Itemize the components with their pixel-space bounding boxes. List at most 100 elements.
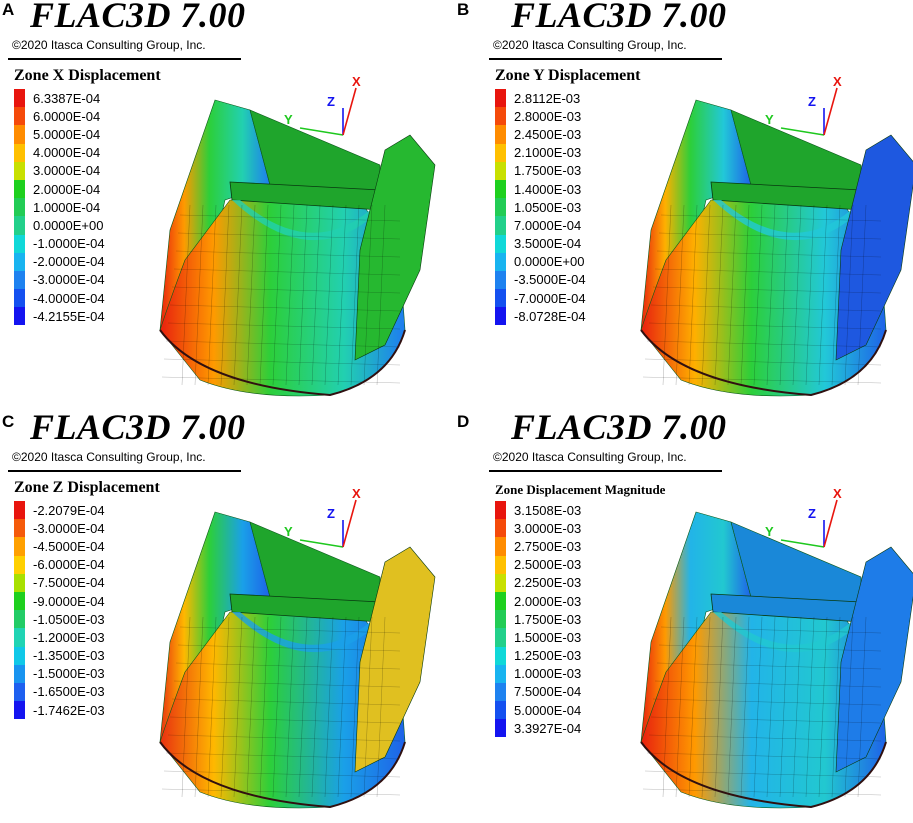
mesh-line (644, 358, 882, 366)
mesh-line (675, 616, 685, 798)
mesh-line (818, 616, 828, 798)
legend-entry: 1.7500E-03 (495, 610, 581, 629)
legend-value: 1.5000E-03 (514, 629, 582, 645)
legend-swatch (495, 682, 506, 702)
legend-swatch (14, 555, 25, 574)
legend-swatch (14, 573, 25, 592)
mesh-line (376, 616, 386, 798)
legend-entry: 2.2500E-03 (495, 573, 581, 592)
legend-value: -9.0000E-04 (33, 593, 105, 609)
legend-swatch (14, 628, 25, 647)
legend-swatch (14, 252, 25, 271)
mesh-line (727, 616, 737, 798)
mesh-line (714, 616, 724, 798)
mesh-line (662, 204, 672, 386)
model-arch (713, 200, 861, 241)
legend-swatch (495, 555, 506, 574)
legend-entry: -6.0000E-04 (14, 555, 105, 574)
legend-value: -2.2079E-04 (33, 502, 105, 518)
mesh-line (650, 304, 882, 312)
legend-entry: -3.0000E-04 (14, 270, 105, 290)
mesh-line (233, 616, 243, 798)
mesh-line (181, 204, 191, 386)
mesh-line (656, 250, 882, 258)
legend-value: -1.7462E-03 (33, 702, 105, 718)
legend-value: 3.0000E-04 (33, 163, 101, 179)
legend-entry: 0.0000E+00 (14, 216, 105, 235)
legend-swatch (14, 216, 25, 235)
legend-value: 1.7500E-03 (514, 163, 582, 179)
legend-swatch (495, 537, 506, 556)
mesh-line (285, 616, 295, 798)
model-right-wall (354, 134, 436, 361)
mesh-line (805, 204, 815, 386)
mesh-line (701, 616, 711, 798)
mesh-line (167, 322, 401, 330)
legend-entry: 7.5000E-04 (495, 682, 582, 702)
mesh-line (648, 322, 882, 330)
mesh-line (857, 204, 867, 386)
legend-value: -6.0000E-04 (33, 557, 105, 573)
legend-entry: -1.7462E-03 (14, 701, 105, 720)
tunnel-model (640, 99, 913, 397)
mesh-line (779, 204, 789, 386)
axis-x-label: X (833, 74, 842, 89)
copyright-text: ©2020 Itasca Consulting Group, Inc. (493, 450, 687, 464)
legend-entry: 2.0000E-04 (14, 179, 105, 199)
model-render: X Y Z (640, 74, 913, 397)
panel-c: C FLAC3D 7.00 ©2020 Itasca Consulting Gr… (0, 407, 456, 823)
color-legend: 2.8112E-03 2.8000E-03 2.4500E-03 2.1000E-03… (495, 89, 586, 326)
mesh-line (220, 204, 230, 386)
mesh-line (831, 616, 841, 798)
legend-entry: 2.1000E-03 (495, 143, 586, 162)
mesh-line (246, 204, 256, 386)
legend-value: 6.3387E-04 (33, 90, 101, 106)
mesh-line (173, 268, 401, 276)
model-right-wall (354, 546, 436, 773)
mesh-line (298, 204, 308, 386)
mesh-line (337, 616, 347, 798)
mesh-line (688, 204, 698, 386)
legend-value: 2.8112E-03 (514, 90, 581, 106)
legend-entry: -3.0000E-04 (14, 519, 105, 538)
legend-swatch (495, 646, 506, 665)
legend-value: 2.0000E-04 (33, 181, 101, 197)
legend-value: 2.7500E-03 (514, 538, 582, 554)
model-right-wall (835, 134, 913, 361)
axis-z-label: Z (808, 94, 816, 109)
mesh-line (363, 204, 373, 386)
model-rim (159, 329, 406, 397)
panel-letter: C (2, 412, 15, 431)
mesh-line (324, 204, 334, 386)
legend-value: 7.5000E-04 (514, 684, 582, 700)
legend-entry: 7.0000E-04 (495, 216, 586, 235)
divider (489, 470, 722, 472)
legend-value: 5.0000E-04 (33, 126, 101, 142)
mesh-line (652, 286, 882, 294)
mesh-line (337, 204, 347, 386)
mesh-line (644, 770, 882, 778)
mesh-line (163, 358, 401, 366)
legend-swatch (495, 307, 506, 326)
mesh-line (753, 204, 763, 386)
mesh-line (259, 616, 269, 798)
legend-value: 3.1508E-03 (514, 502, 582, 518)
legend-value: -4.0000E-04 (33, 290, 105, 306)
legend-swatch (495, 591, 506, 611)
software-title: FLAC3D 7.00 (511, 0, 727, 35)
legend-swatch (495, 719, 506, 738)
mesh-line (646, 340, 882, 348)
mesh-line (766, 616, 776, 798)
color-legend: 6.3387E-04 6.0000E-04 5.0000E-04 4.0000E-04… (14, 89, 105, 326)
legend-swatch (14, 519, 25, 538)
legend-entry: 1.2500E-03 (495, 646, 581, 665)
axis-z-label: Z (327, 506, 335, 521)
tunnel-model (640, 511, 913, 809)
axis-triad: X Y Z (284, 486, 361, 548)
mesh-line (350, 204, 360, 386)
mesh-line (179, 626, 401, 634)
legend-swatch (14, 537, 25, 556)
mesh-line (311, 616, 321, 798)
mesh-line (753, 616, 763, 798)
legend-swatch (495, 125, 506, 144)
